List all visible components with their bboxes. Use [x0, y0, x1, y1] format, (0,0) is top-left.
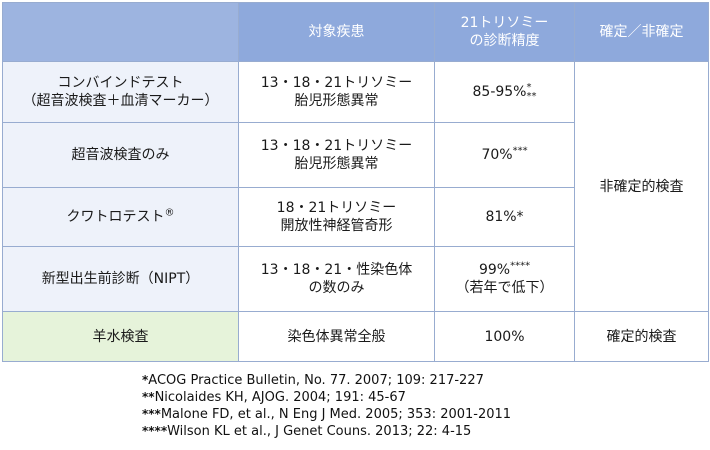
test-name-cell: クワトロテスト® — [2, 187, 239, 247]
header-definitive: 確定／非確定 — [574, 2, 709, 62]
definitive-label: 確定的検査 — [606, 328, 677, 345]
definitive-cell: 確定的検査 — [574, 311, 709, 362]
header-definitive-label: 確定／非確定 — [599, 24, 684, 40]
table-row-quattro-test: クワトロテスト® 18・21トリソミー 開放性神経管奇形 81%* — [2, 187, 709, 247]
reference-item: ****Wilson KL et al., J Genet Couns. 201… — [142, 423, 511, 440]
test-name-line1: コンバインドテスト — [57, 75, 184, 91]
target-disease-line1: 13・18・21トリソミー — [260, 138, 413, 154]
reference-text: Wilson KL et al., J Genet Couns. 2013; 2… — [167, 424, 472, 439]
accuracy-value: 99% — [478, 262, 511, 278]
accuracy-cell: 81%* — [434, 187, 575, 247]
target-disease-cell: 13・18・21・性染色体 の数のみ — [238, 246, 435, 312]
reference-mark: * — [142, 373, 149, 387]
test-name-cell: 新型出生前診断（NIPT） — [2, 246, 239, 312]
test-name-line1: 羊水検査 — [92, 328, 149, 345]
target-disease-line2: 胎児形態異常 — [294, 156, 379, 172]
test-name-cell: 超音波検査のみ — [2, 122, 239, 188]
accuracy-footnote-marks: * ** — [526, 82, 537, 102]
test-name-line2: （超音波検査＋血清マーカー） — [22, 93, 219, 109]
accuracy-cell: 99%**** （若年で低下） — [434, 246, 575, 312]
table-row-nipt: 新型出生前診断（NIPT） 13・18・21・性染色体 の数のみ 99%****… — [2, 246, 709, 312]
reference-text: Nicolaides KH, AJOG. 2004; 191: 45-67 — [154, 390, 406, 405]
non-definitive-label: 非確定的検査 — [599, 178, 684, 195]
target-disease-line1: 染色体異常全般 — [287, 328, 386, 345]
table-row-combined-test: コンバインドテスト （超音波検査＋血清マーカー） 13・18・21トリソミー 胎… — [2, 61, 709, 312]
header-target-disease: 対象疾患 — [238, 2, 435, 62]
accuracy-cell: 100% — [434, 311, 575, 362]
reference-item: *ACOG Practice Bulletin, No. 77. 2007; 1… — [142, 372, 511, 389]
header-accuracy-line1: 21トリソミー — [460, 15, 549, 31]
accuracy-cell: 70%*** — [434, 122, 575, 188]
accuracy-value: 85-95% — [472, 84, 527, 100]
table-row-amniocentesis: 羊水検査 染色体異常全般 100% 確定的検査 — [2, 311, 709, 362]
header-corner-cell — [2, 2, 239, 62]
accuracy-footnote-mark: *** — [512, 145, 528, 157]
test-name-cell: コンバインドテスト （超音波検査＋血清マーカー） — [2, 61, 239, 123]
accuracy-main-line: 99%**** — [439, 261, 570, 279]
target-disease-cell: 18・21トリソミー 開放性神経管奇形 — [238, 187, 435, 247]
target-disease-line1: 18・21トリソミー — [276, 200, 397, 216]
accuracy-value: 70% — [481, 147, 513, 163]
header-accuracy: 21トリソミー の診断精度 — [434, 2, 575, 62]
header-row: 対象疾患 21トリソミー の診断精度 確定／非確定 — [2, 2, 709, 62]
references-list: *ACOG Practice Bulletin, No. 77. 2007; 1… — [142, 372, 511, 440]
test-name-line1: 新型出生前診断（NIPT） — [41, 271, 200, 287]
accuracy-note: （若年で低下） — [455, 280, 554, 296]
target-disease-cell: 13・18・21トリソミー 胎児形態異常 — [238, 61, 435, 123]
target-disease-line1: 13・18・21トリソミー — [260, 75, 413, 91]
accuracy-footnote-mark: **** — [510, 260, 531, 272]
accuracy-value: 81%* — [485, 209, 524, 225]
target-disease-line2: 開放性神経管奇形 — [280, 218, 393, 234]
reference-text: ACOG Practice Bulletin, No. 77. 2007; 10… — [148, 373, 484, 388]
accuracy-footnote-mark-top: * — [526, 82, 532, 93]
table-row-ultrasound-only: 超音波検査のみ 13・18・21トリソミー 胎児形態異常 70%*** — [2, 122, 709, 188]
reference-text: Malone FD, et al., N Eng J Med. 2005; 35… — [160, 407, 512, 422]
non-definitive-cell: 非確定的検査 — [574, 61, 709, 312]
reference-mark: ** — [142, 390, 155, 404]
test-name-cell: 羊水検査 — [2, 311, 239, 362]
accuracy-value: 100% — [484, 328, 525, 345]
header-accuracy-line2: の診断精度 — [469, 33, 540, 49]
accuracy-cell: 85-95% * ** — [434, 61, 575, 123]
target-disease-cell: 染色体異常全般 — [238, 311, 435, 362]
header-target-disease-label: 対象疾患 — [308, 24, 365, 40]
target-disease-line2: 胎児形態異常 — [294, 93, 379, 109]
test-name-line1: クワトロテスト — [66, 209, 165, 225]
target-disease-line2: の数のみ — [308, 280, 365, 296]
accuracy-footnote-mark-bottom: ** — [526, 91, 537, 102]
target-disease-line1: 13・18・21・性染色体 — [260, 262, 413, 278]
reference-mark: **** — [142, 424, 168, 438]
test-name-line1: 超音波検査のみ — [71, 147, 170, 163]
reference-mark: *** — [142, 407, 161, 421]
target-disease-cell: 13・18・21トリソミー 胎児形態異常 — [238, 122, 435, 188]
prenatal-test-comparison-table: 対象疾患 21トリソミー の診断精度 確定／非確定 コンバインドテスト （超音波… — [2, 2, 709, 362]
registered-trademark-mark: ® — [164, 207, 175, 219]
reference-item: **Nicolaides KH, AJOG. 2004; 191: 45-67 — [142, 389, 511, 406]
reference-item: ***Malone FD, et al., N Eng J Med. 2005;… — [142, 406, 511, 423]
